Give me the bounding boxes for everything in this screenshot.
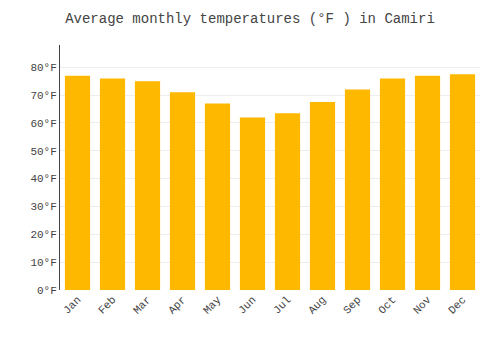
svg-text:0°F: 0°F	[37, 285, 57, 297]
svg-text:Feb: Feb	[96, 294, 118, 316]
svg-text:10°F: 10°F	[30, 257, 56, 269]
svg-text:40°F: 40°F	[30, 173, 56, 185]
svg-text:70°F: 70°F	[30, 90, 56, 102]
svg-text:60°F: 60°F	[30, 118, 56, 130]
svg-text:Jul: Jul	[271, 294, 293, 316]
svg-text:Jun: Jun	[236, 294, 258, 316]
svg-text:Jan: Jan	[61, 294, 83, 316]
svg-text:Sep: Sep	[341, 294, 363, 316]
svg-text:Mar: Mar	[131, 294, 153, 316]
svg-text:Apr: Apr	[166, 294, 188, 316]
svg-text:30°F: 30°F	[30, 201, 56, 213]
svg-text:Nov: Nov	[411, 294, 434, 317]
svg-text:20°F: 20°F	[30, 229, 56, 241]
svg-text:Dec: Dec	[446, 294, 468, 316]
svg-text:Average monthly temperatures (: Average monthly temperatures (°F ) in Ca…	[65, 11, 435, 27]
svg-text:50°F: 50°F	[30, 146, 56, 158]
svg-text:Oct: Oct	[376, 294, 398, 316]
svg-text:May: May	[201, 294, 224, 317]
svg-text:80°F: 80°F	[30, 62, 56, 74]
svg-text:Aug: Aug	[306, 294, 328, 316]
